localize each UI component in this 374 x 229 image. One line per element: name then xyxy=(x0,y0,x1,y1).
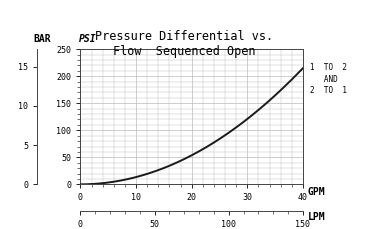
Text: BAR: BAR xyxy=(34,33,51,44)
Text: PSI: PSI xyxy=(79,33,96,44)
Text: Pressure Differential vs.
Flow  Sequenced Open: Pressure Differential vs. Flow Sequenced… xyxy=(95,30,273,58)
Text: GPM: GPM xyxy=(307,187,325,197)
Text: LPM: LPM xyxy=(307,212,325,222)
Text: 1  TO  2
   AND
2  TO  1: 1 TO 2 AND 2 TO 1 xyxy=(310,63,347,95)
